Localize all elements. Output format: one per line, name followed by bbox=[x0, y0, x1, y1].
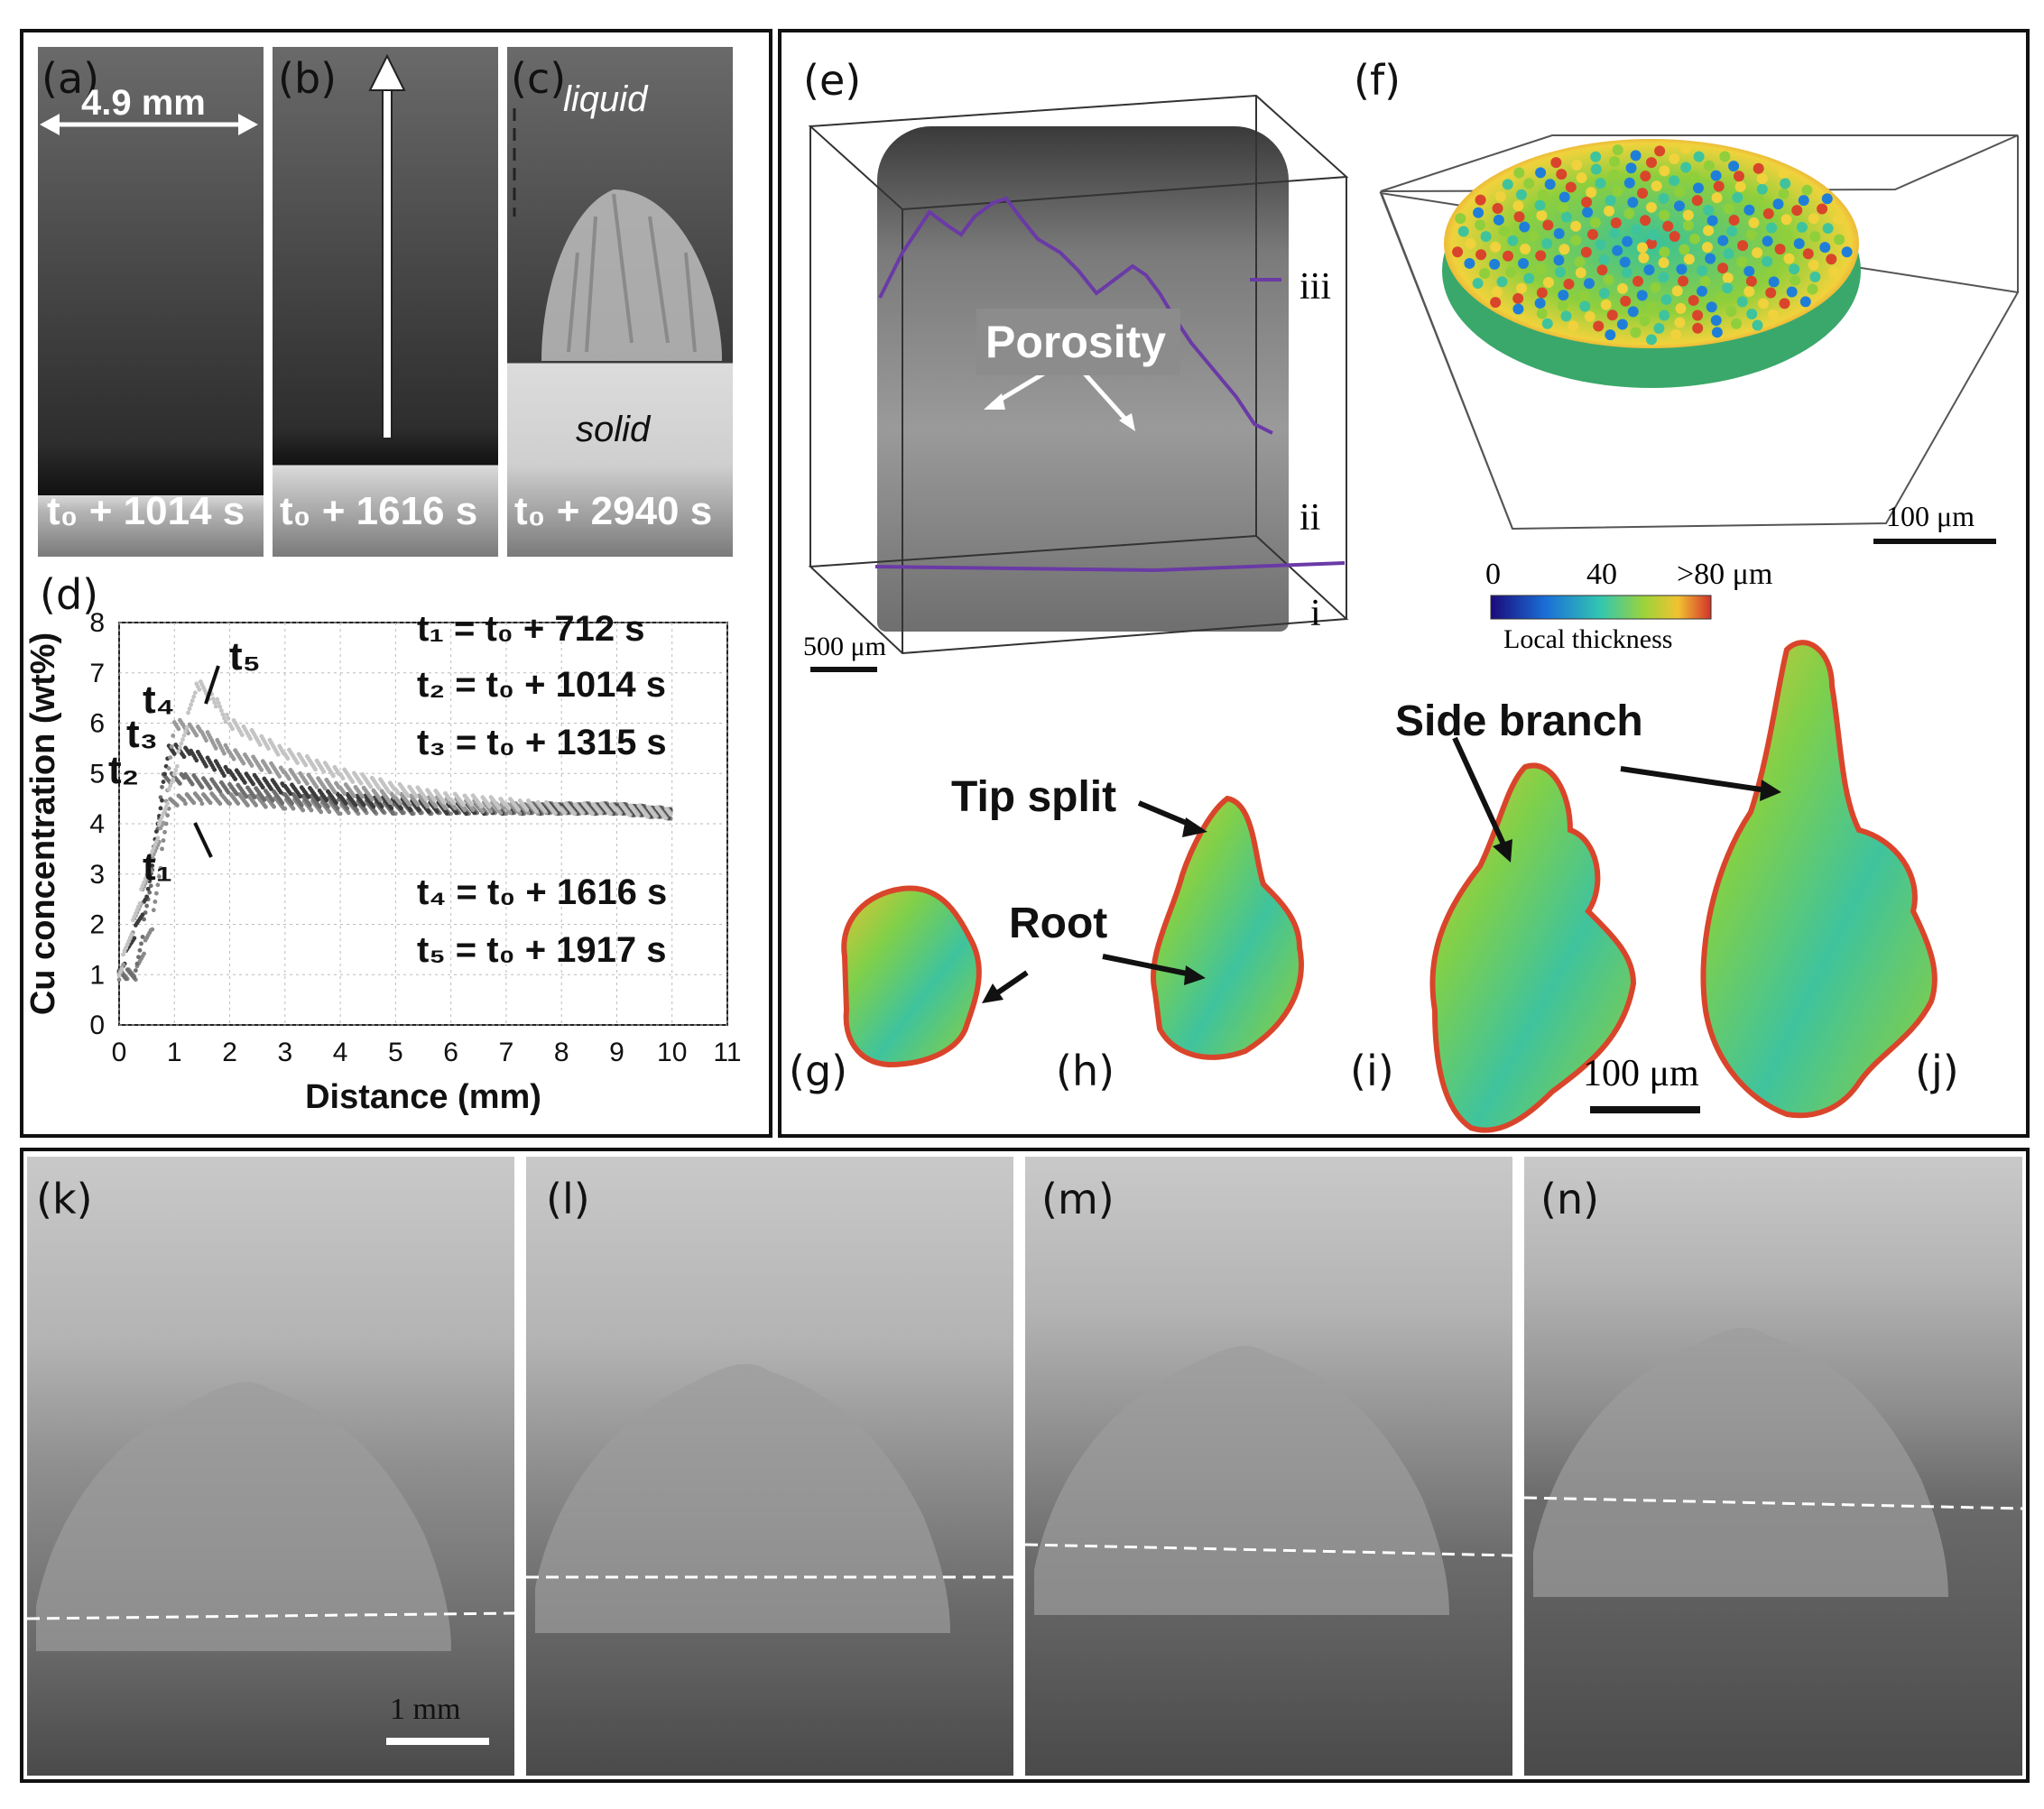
panel-c-liquid-label: liquid bbox=[563, 79, 648, 119]
panel-m-image: (m) bbox=[1025, 1157, 1512, 1776]
panel-j-label: (j) bbox=[1915, 1047, 1959, 1095]
panel-n-image: (n) bbox=[1524, 1157, 2022, 1776]
panel-h-label: (h) bbox=[1056, 1047, 1115, 1095]
panel-n-label: (n) bbox=[1540, 1175, 1600, 1223]
panel-c-label: (c) bbox=[511, 54, 567, 103]
panel-f-scale-label: 100 μm bbox=[1886, 500, 1975, 532]
marker-iii: iii bbox=[1299, 266, 1332, 308]
panel-c-image: (c) liquid solid t₀ + 2940 s bbox=[507, 47, 733, 557]
panel-m-label: (m) bbox=[1041, 1175, 1114, 1223]
panel-a-width-label: 4.9 mm bbox=[81, 83, 206, 123]
colorbar-mid: 40 bbox=[1586, 558, 1617, 591]
panel-c-solid-label: solid bbox=[576, 410, 651, 449]
panel-a-label: (a) bbox=[42, 54, 100, 103]
panel-j-scale-label: 100 μm bbox=[1583, 1053, 1699, 1094]
panel-b-time: t₀ + 1616 s bbox=[280, 489, 478, 533]
panel-e-scale-label: 500 μm bbox=[803, 632, 886, 661]
panel-l-image: (l) bbox=[526, 1157, 1013, 1776]
marker-i: i bbox=[1310, 593, 1321, 634]
panel-l-label: (l) bbox=[546, 1175, 590, 1223]
panel-d-label: (d) bbox=[40, 570, 99, 619]
colorbar-min: 0 bbox=[1485, 558, 1501, 591]
tip-split-label: Tip split bbox=[951, 773, 1117, 821]
panel-k-scale-label: 1 mm bbox=[390, 1693, 461, 1726]
panel-c-time: t₀ + 2940 s bbox=[514, 489, 713, 533]
colorbar-max: >80 μm bbox=[1677, 558, 1773, 591]
root-label: Root bbox=[1009, 900, 1108, 947]
porosity-label-box bbox=[976, 309, 1180, 375]
panel-a-time: t₀ + 1014 s bbox=[47, 489, 245, 533]
side-branch-label: Side branch bbox=[1395, 697, 1643, 745]
panel-k-label: (k) bbox=[36, 1175, 93, 1223]
porosity-label: Porosity bbox=[985, 317, 1167, 367]
panel-e-label: (e) bbox=[803, 56, 862, 105]
panel-b-label: (b) bbox=[278, 54, 338, 103]
panel-b-image: (b) t₀ + 1616 s bbox=[273, 47, 498, 557]
marker-ii: ii bbox=[1299, 497, 1321, 539]
panel-a-image: (a) 4.9 mm t₀ + 1014 s bbox=[38, 47, 264, 557]
panel-i-label: (i) bbox=[1350, 1047, 1394, 1095]
panel-f-label: (f) bbox=[1354, 56, 1401, 105]
panel-k-image: (k) bbox=[27, 1157, 514, 1776]
panel-e-volume bbox=[877, 126, 1289, 632]
panel-g-label: (g) bbox=[789, 1047, 848, 1095]
colorbar-title: Local thickness bbox=[1503, 624, 1673, 654]
